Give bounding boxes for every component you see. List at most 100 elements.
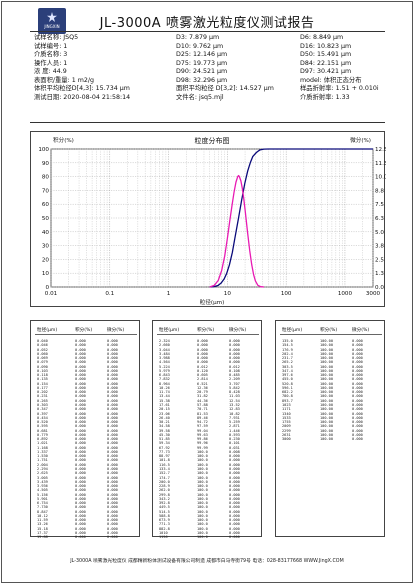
table-row: 3.936 0.000 0.000 <box>31 484 141 488</box>
x-tick-label: 10 <box>224 291 232 297</box>
table-row: 455.0 100.00 0.000 <box>276 377 386 381</box>
y-left-tick-label: 40 <box>42 230 50 236</box>
table-row: 67.92 99.99 0.031 <box>153 446 263 450</box>
table-header-rule <box>157 334 259 335</box>
cell-cumulative: 0.000 <box>75 381 86 386</box>
cell-size: 2.660 <box>159 343 170 348</box>
cell-size: 5.156 <box>37 492 48 497</box>
cell-size: 1755 <box>282 420 291 425</box>
table-row: 2.660 0.000 0.000 <box>153 343 263 347</box>
info-d25: D25: 12.146 µm <box>176 51 228 58</box>
x-axis-label: 粒径(µm) <box>200 298 225 306</box>
table-row: 2631 100.00 0.000 <box>276 433 386 437</box>
table-row: 1.337 0.000 0.000 <box>31 450 141 454</box>
cell-size: 26.40 <box>159 415 170 420</box>
cell-size: 1533 <box>282 415 291 420</box>
cell-size: 135.0 <box>282 339 293 343</box>
table-row: 3.988 0.000 0.000 <box>153 356 263 360</box>
cell-cumulative: 100.00 <box>320 339 333 343</box>
header-diff: 微分(%) <box>229 328 247 333</box>
table-row: 0.265 0.000 0.000 <box>31 399 141 403</box>
cell-cumulative: 100.00 <box>320 381 333 386</box>
cell-differential: 0.000 <box>229 501 240 506</box>
cell-differential: 0.485 <box>229 373 240 378</box>
cell-size: 10.26 <box>159 385 170 390</box>
cell-differential: 0.000 <box>107 437 118 442</box>
cell-differential: 0.000 <box>229 462 240 467</box>
cell-cumulative: 57.88 <box>197 402 208 407</box>
info-file-name: 文件名: jsq5.mjl <box>176 93 224 101</box>
cell-differential: 0.593 <box>229 432 240 437</box>
cell-differential: 0.000 <box>107 402 118 407</box>
table-row: 26.40 89.46 7.931 <box>153 416 263 420</box>
cell-size: 0.520 <box>37 420 48 425</box>
cell-cumulative: 100.0 <box>197 530 208 535</box>
cell-cumulative: 100.0 <box>197 458 208 463</box>
info-operator: 操作人员: 1 <box>34 59 68 67</box>
table-row: 34.58 97.59 2.871 <box>153 424 263 428</box>
table-row: 0.060 0.000 0.000 <box>31 352 141 356</box>
table-row: 17.37 0.000 0.000 <box>31 531 141 535</box>
y-left-tick-label: 30 <box>42 244 50 250</box>
cell-differential: 0.000 <box>229 479 240 484</box>
cell-size: 0.892 <box>37 437 48 442</box>
cell-size: 101.8 <box>159 458 170 463</box>
table-row: 19.88 0.000 0.000 <box>31 535 141 539</box>
cell-cumulative: 0.000 <box>75 356 86 361</box>
table-row: 303.5 100.00 0.000 <box>276 365 386 369</box>
cell-differential: 0.000 <box>352 390 363 395</box>
table-row: 0.681 0.000 0.000 <box>31 429 141 433</box>
x-tick-label: 1 <box>167 291 171 297</box>
cell-cumulative: 100.0 <box>197 449 208 454</box>
cell-differential: 0.000 <box>107 505 118 510</box>
x-tick-label: 3000 <box>366 291 381 297</box>
cell-size: 0.303 <box>37 402 48 407</box>
header-cum: 积分(%) <box>75 328 93 333</box>
cell-differential: 0.000 <box>352 424 363 429</box>
cell-size: 262.0 <box>159 488 170 493</box>
cell-cumulative: 0.000 <box>75 535 86 540</box>
cell-differential: 0.000 <box>107 364 118 369</box>
cell-size: 6.754 <box>37 501 48 506</box>
cell-cumulative: 0.000 <box>75 445 86 450</box>
cell-differential: 2.209 <box>229 377 240 382</box>
cell-differential: 0.101 <box>229 441 240 446</box>
y-right-tick-label: 0.0 <box>375 285 384 291</box>
cell-cumulative: 20.79 <box>197 390 208 395</box>
cell-cumulative: 100.0 <box>197 488 208 493</box>
cell-differential: 0.000 <box>107 343 118 348</box>
x-tick-label: 0.1 <box>105 291 114 297</box>
size-table-2: 粒径(µm) 积分(%) 微分(%) 2.324 0.000 0.000 2.660 0.00… <box>152 320 263 540</box>
cell-cumulative: 99.63 <box>197 432 208 437</box>
table-row: 392.8 100.0 0.000 <box>153 501 263 505</box>
cell-differential: 0.000 <box>107 407 118 412</box>
info-model: model: 体积正态分布 <box>300 76 362 84</box>
x-tick-label: 100 <box>281 291 292 297</box>
cell-differential: 0.000 <box>352 407 363 412</box>
table-body: 135.0 100.00 0.000 154.5 100.00 0.000 176.9 100… <box>276 339 386 441</box>
cell-size: 1156 <box>159 535 168 540</box>
cell-differential: 0.000 <box>107 530 118 535</box>
cell-differential: 0.230 <box>229 437 240 442</box>
table-row: 2.625 0.000 0.000 <box>31 471 141 475</box>
cell-differential: 0.000 <box>352 411 363 416</box>
cell-size: 588.8 <box>159 513 170 518</box>
cell-size: 0.060 <box>37 351 48 356</box>
info-specific-surface: 表面积/重量: 1 m2/g <box>34 76 94 84</box>
cell-differential: 0.000 <box>107 339 118 343</box>
cell-differential: 0.000 <box>229 526 240 531</box>
cell-size: 2299 <box>282 428 291 433</box>
cell-cumulative: 0.000 <box>75 385 86 390</box>
cell-cumulative: 0.000 <box>75 398 86 403</box>
cell-cumulative: 0.000 <box>75 475 86 480</box>
cell-differential: 12.83 <box>229 407 240 412</box>
cell-differential: 0.000 <box>229 484 240 489</box>
cell-size: 228.9 <box>159 484 170 489</box>
cell-cumulative: 2.814 <box>197 377 208 382</box>
info-d3: D3: 7.879 µm <box>176 34 220 41</box>
table-row: 0.177 0.000 0.000 <box>31 386 141 390</box>
table-row: 682.2 100.00 0.000 <box>276 390 386 394</box>
cell-size: 397.6 <box>282 373 293 378</box>
cell-differential: 0.000 <box>107 360 118 365</box>
cell-differential: 0.000 <box>229 339 240 343</box>
